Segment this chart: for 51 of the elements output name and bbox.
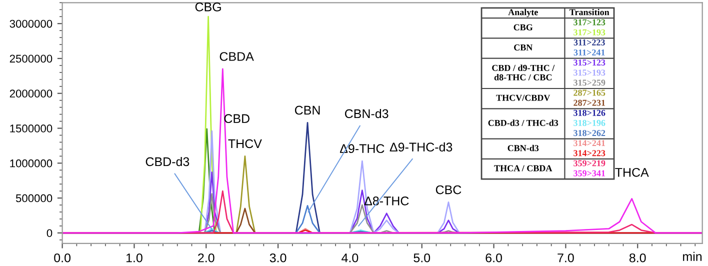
text: 315>193 <box>574 70 606 76</box>
y-tick-label: 0 <box>46 229 52 238</box>
annotation: THCA <box>615 168 649 177</box>
text: 315>259 <box>574 80 606 86</box>
annotation: CBD-d3 / THC-d3 <box>488 120 558 126</box>
annotation: CBG <box>195 2 221 12</box>
annotation: CBN <box>294 106 320 115</box>
text: 359>219 <box>574 160 606 166</box>
text: 315>123 <box>574 60 606 66</box>
annotation: CBDA <box>220 52 254 61</box>
x-tick-label: 5.0 <box>414 253 430 262</box>
annotation: THCV <box>228 139 262 148</box>
y-tick-label: 1500000 <box>10 124 52 132</box>
y-tick-label: 1000000 <box>10 159 52 168</box>
annotation: Analyte <box>508 8 538 18</box>
annotation: Transition <box>570 8 610 16</box>
text: 317>193 <box>574 29 606 36</box>
annotation: THCV/CBDV <box>496 94 550 101</box>
text: 314>223 <box>574 150 606 156</box>
annotation: CBG <box>514 24 533 30</box>
y-tick-label: 2500000 <box>10 54 52 63</box>
x-tick-label: 8.0 <box>629 253 646 262</box>
text: 287>165 <box>574 90 606 96</box>
text: 311>241 <box>574 49 605 56</box>
text: 318>262 <box>574 130 606 136</box>
annotation: Δ9-THC-d3 <box>390 142 452 152</box>
y-tick-label: 3000000 <box>10 20 52 28</box>
x-tick-label: 2.0 <box>198 253 214 262</box>
annotation: CBC <box>436 185 462 194</box>
y-tick-label: 500000 <box>16 194 52 202</box>
y-tick-label: 2000000 <box>10 90 52 98</box>
annotation: CBN <box>514 44 533 50</box>
x-axis-title: min <box>683 252 702 261</box>
x-tick-label: 7.0 <box>558 253 574 262</box>
annotation: CBD-d3 <box>146 156 190 166</box>
x-tick-label: 6.0 <box>486 253 502 262</box>
text: 314>241 <box>574 140 606 146</box>
text: 318>196 <box>574 120 606 126</box>
text: 318>126 <box>574 110 606 116</box>
x-tick-label: 1.0 <box>126 253 142 262</box>
x-tick-label: 3.0 <box>270 253 286 262</box>
text: 311>223 <box>574 39 605 46</box>
x-tick-label: 4.0 <box>342 253 358 262</box>
annotation: CBD / d9-THC / d8-THC / CBC <box>492 64 555 80</box>
annotation: THCA / CBDA <box>494 165 552 172</box>
text: 359>341 <box>574 170 606 176</box>
text: 317>123 <box>574 19 606 26</box>
text: 287>231 <box>574 100 606 106</box>
x-tick-label: 0.0 <box>54 253 71 262</box>
annotation: CBN-d3 <box>508 144 539 152</box>
annotation: CBN-d3 <box>344 108 388 118</box>
